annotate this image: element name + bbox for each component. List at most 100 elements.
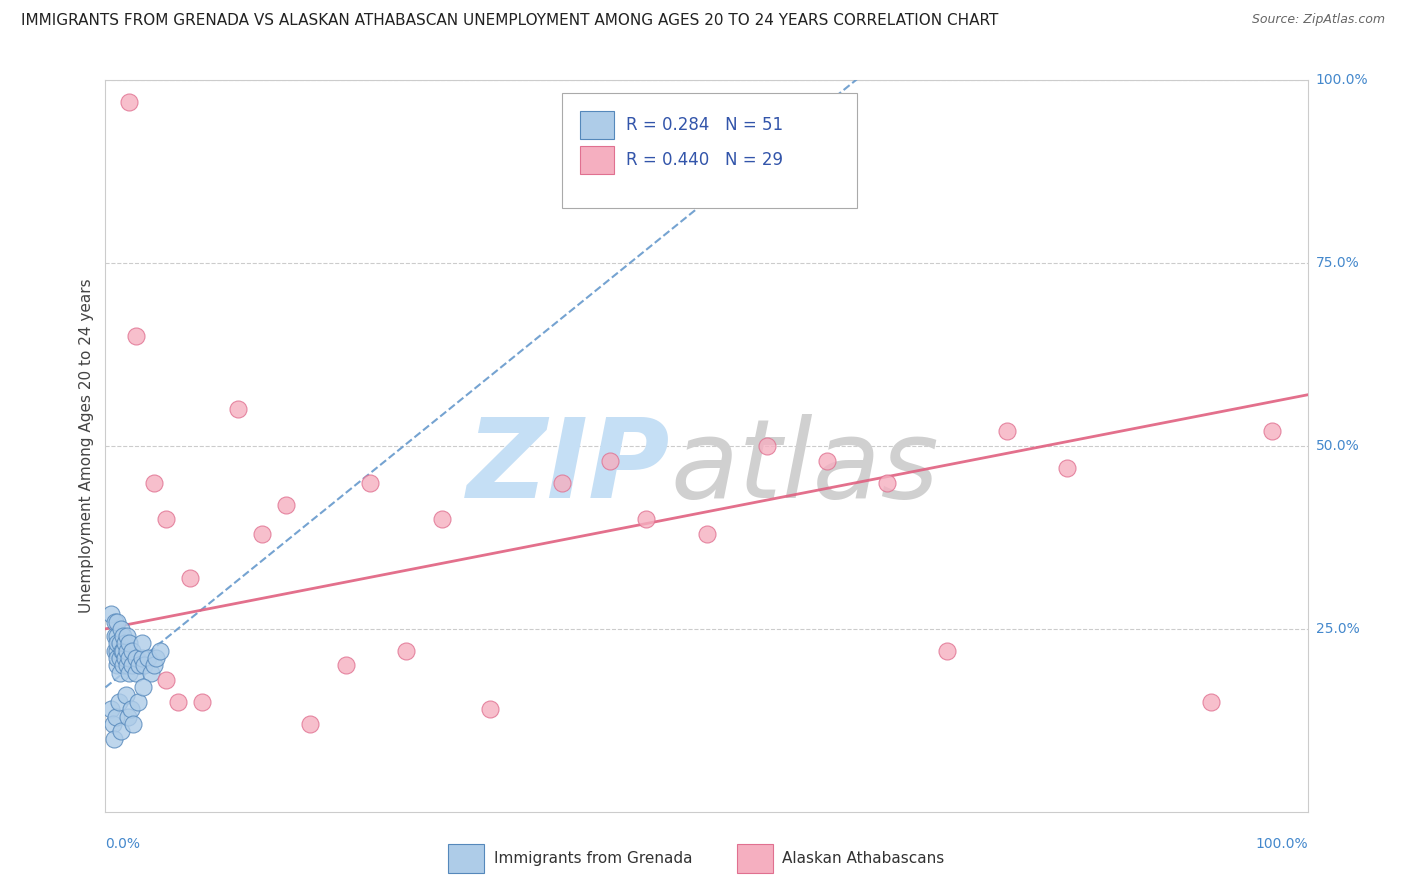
Point: [112, 658, 135, 673]
Point: [121, 644, 143, 658]
Point: [124, 329, 146, 343]
Point: [115, 658, 138, 673]
Point: [108, 665, 131, 680]
Point: [250, 526, 273, 541]
Point: [112, 629, 135, 643]
Point: [107, 658, 129, 673]
Point: [118, 665, 141, 680]
Point: [145, 651, 167, 665]
Point: [100, 702, 122, 716]
Point: [1201, 695, 1223, 709]
Point: [551, 475, 574, 490]
Point: [110, 622, 132, 636]
Point: [139, 665, 162, 680]
Text: R = 0.440   N = 29: R = 0.440 N = 29: [626, 151, 783, 169]
Text: 100.0%: 100.0%: [1316, 73, 1368, 87]
Point: [132, 681, 155, 695]
FancyBboxPatch shape: [581, 146, 614, 174]
Point: [335, 658, 357, 673]
FancyBboxPatch shape: [737, 844, 773, 873]
Point: [179, 571, 201, 585]
Point: [274, 498, 297, 512]
Point: [100, 607, 122, 622]
Point: [108, 651, 131, 665]
Y-axis label: Unemployment Among Ages 20 to 24 years: Unemployment Among Ages 20 to 24 years: [79, 278, 94, 614]
Point: [226, 402, 249, 417]
Point: [142, 658, 165, 673]
Point: [599, 453, 621, 467]
Point: [936, 644, 959, 658]
Point: [112, 644, 135, 658]
FancyBboxPatch shape: [581, 111, 614, 139]
Point: [104, 615, 127, 629]
Text: atlas: atlas: [671, 415, 939, 522]
Point: [148, 644, 170, 658]
Point: [104, 629, 127, 643]
FancyBboxPatch shape: [562, 93, 856, 209]
Point: [103, 731, 125, 746]
Point: [118, 636, 141, 650]
Point: [132, 658, 155, 673]
Text: 0.0%: 0.0%: [105, 837, 141, 851]
Point: [115, 644, 138, 658]
Point: [110, 724, 132, 739]
Point: [395, 644, 418, 658]
Point: [1260, 425, 1282, 439]
Point: [155, 673, 177, 687]
Point: [166, 695, 188, 709]
Text: Source: ZipAtlas.com: Source: ZipAtlas.com: [1251, 13, 1385, 27]
Text: 100.0%: 100.0%: [1256, 837, 1308, 851]
Text: ZIP: ZIP: [467, 415, 671, 522]
Text: 75.0%: 75.0%: [1316, 256, 1360, 270]
Point: [107, 644, 129, 658]
Point: [136, 651, 159, 665]
Point: [298, 717, 321, 731]
Point: [127, 695, 149, 709]
Point: [114, 636, 136, 650]
Point: [117, 709, 139, 723]
Point: [876, 475, 898, 490]
Point: [131, 636, 153, 650]
Point: [995, 425, 1018, 439]
Point: [124, 651, 146, 665]
Point: [142, 475, 165, 490]
Point: [107, 629, 129, 643]
Point: [815, 453, 838, 467]
Point: [479, 702, 502, 716]
Point: [107, 695, 129, 709]
Point: [122, 717, 145, 731]
Point: [107, 636, 129, 650]
Point: [108, 636, 131, 650]
Point: [111, 644, 134, 658]
Point: [107, 651, 129, 665]
Point: [114, 651, 136, 665]
Point: [636, 512, 658, 526]
Point: [155, 512, 177, 526]
Point: [120, 702, 142, 716]
Point: [190, 695, 212, 709]
Point: [107, 615, 129, 629]
FancyBboxPatch shape: [449, 844, 484, 873]
Point: [359, 475, 381, 490]
Point: [696, 526, 718, 541]
Text: R = 0.284   N = 51: R = 0.284 N = 51: [626, 116, 783, 134]
Point: [1056, 461, 1078, 475]
Point: [104, 644, 127, 658]
Point: [115, 688, 138, 702]
Point: [105, 709, 128, 723]
Point: [128, 658, 150, 673]
Text: 50.0%: 50.0%: [1316, 439, 1360, 453]
Point: [121, 658, 143, 673]
Text: 25.0%: 25.0%: [1316, 622, 1360, 636]
Point: [131, 651, 153, 665]
Point: [124, 665, 146, 680]
Text: Immigrants from Grenada: Immigrants from Grenada: [494, 851, 692, 866]
Point: [430, 512, 453, 526]
Point: [101, 717, 124, 731]
Point: [755, 439, 778, 453]
Point: [118, 651, 141, 665]
Point: [118, 95, 141, 110]
Text: IMMIGRANTS FROM GRENADA VS ALASKAN ATHABASCAN UNEMPLOYMENT AMONG AGES 20 TO 24 Y: IMMIGRANTS FROM GRENADA VS ALASKAN ATHAB…: [21, 13, 998, 29]
Point: [115, 629, 138, 643]
Text: Alaskan Athabascans: Alaskan Athabascans: [782, 851, 945, 866]
